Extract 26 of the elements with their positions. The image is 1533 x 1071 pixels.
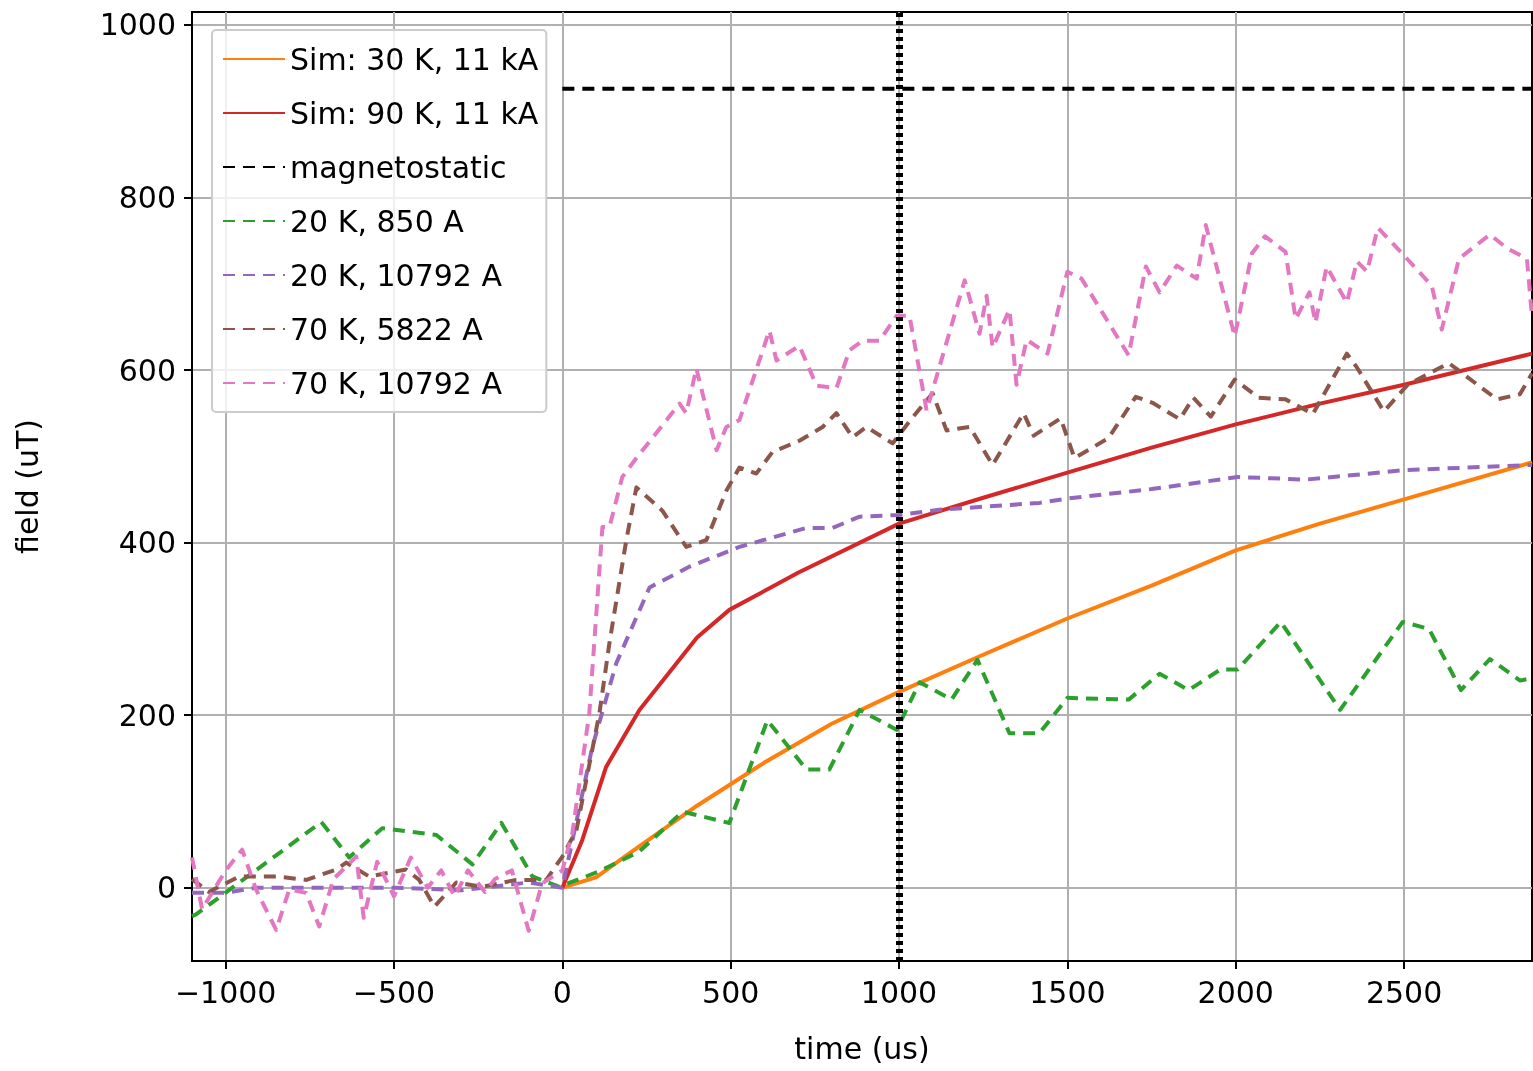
legend-label: magnetostatic <box>290 149 507 185</box>
legend-label: 70 K, 5822 A <box>290 311 484 347</box>
x-tick-label: 1500 <box>1029 974 1106 1010</box>
y-tick-label: 0 <box>156 870 176 906</box>
legend-label: 20 K, 10792 A <box>290 257 503 293</box>
legend-label: Sim: 30 K, 11 kA <box>290 41 539 77</box>
y-tick-label: 800 <box>118 179 176 215</box>
x-tick-label: 2500 <box>1365 974 1443 1010</box>
y-tick-label: 600 <box>118 352 176 388</box>
x-tick-label: −500 <box>352 974 436 1010</box>
y-tick-label: 1000 <box>99 7 176 43</box>
x-tick-label: 2000 <box>1197 974 1274 1010</box>
legend-label: 70 K, 10792 A <box>290 365 503 401</box>
x-tick-label: 0 <box>552 974 572 1010</box>
legend-label: 20 K, 850 A <box>290 203 465 239</box>
y-axis-title: field (uT) <box>9 418 45 555</box>
line-series <box>560 351 1533 890</box>
x-tick-label: 500 <box>702 974 760 1010</box>
y-tick-label: 200 <box>118 697 176 733</box>
x-tick-label: −1000 <box>174 974 277 1010</box>
x-tick-label: 1000 <box>860 974 938 1010</box>
x-axis-title: time (us) <box>794 1030 930 1066</box>
legend-label: Sim: 90 K, 11 kA <box>290 95 539 131</box>
line-series <box>190 462 1533 895</box>
line-series <box>190 351 1533 909</box>
y-tick-label: 400 <box>118 525 176 561</box>
